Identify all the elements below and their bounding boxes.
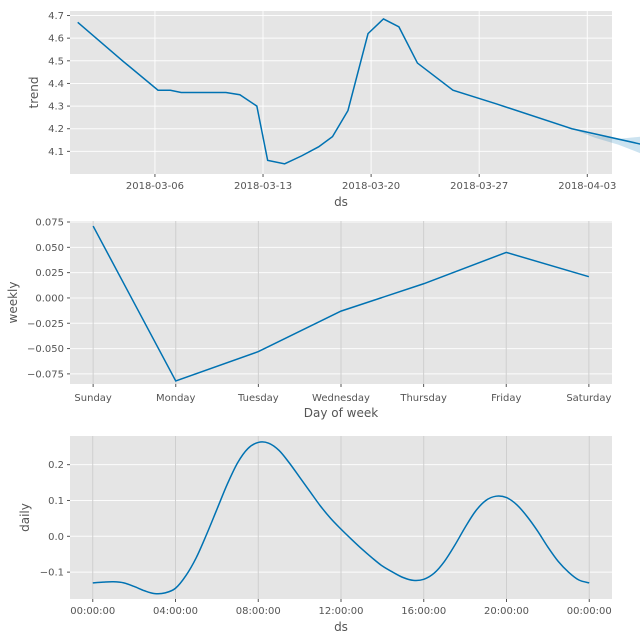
daily-y-tick-label: −0.1: [40, 568, 64, 579]
trend-x-tick-label: 2018-03-13: [234, 181, 292, 192]
daily-x-tick-label: 16:00:00: [401, 606, 446, 617]
trend-y-tick-label: 4.1: [48, 147, 64, 158]
daily-x-tick-label: 08:00:00: [236, 606, 281, 617]
trend-x-tick-label: 2018-03-27: [450, 181, 508, 192]
weekly-line: [92, 225, 590, 382]
weekly-x-tick-label: Wednesday: [312, 393, 370, 404]
trend-y-tick-label: 4.6: [48, 34, 64, 45]
weekly-y-tick-label: −0.050: [27, 344, 64, 355]
trend-panel: 4.1 4.2 4.3 4.4 4.5 4.6 4.7 2018-03-06 2018-03-1…: [27, 11, 640, 209]
daily-y-tick-label: 0.0: [48, 532, 64, 543]
weekly-x-tick-label: Thursday: [399, 393, 447, 404]
weekly-x-tick-label: Friday: [491, 393, 521, 404]
trend-x-tick-label: 2018-03-06: [126, 181, 184, 192]
trend-uncertainty-band: [571, 128, 640, 154]
weekly-y-tick-label: 0.050: [35, 243, 64, 254]
daily-y-tick-label: 0.1: [48, 496, 64, 507]
daily-x-axis-label: ds: [334, 620, 348, 634]
weekly-x-tick-label: Saturday: [566, 393, 611, 404]
daily-line: [92, 441, 590, 595]
trend-plot-area: [70, 11, 612, 174]
weekly-y-tick-label: 0.025: [35, 268, 64, 279]
weekly-y-tick-label: −0.075: [27, 369, 64, 380]
trend-x-axis-label: ds: [334, 195, 348, 209]
weekly-y-tick-label: −0.025: [27, 319, 64, 330]
daily-y-tick-label: 0.2: [48, 460, 64, 471]
daily-x-tick-label: 12:00:00: [319, 606, 364, 617]
daily-x-tick-label: 00:00:00: [567, 606, 612, 617]
trend-y-tick-label: 4.3: [48, 102, 64, 113]
weekly-y-tick-label: 0.000: [35, 293, 64, 304]
weekly-x-tick-label: Tuesday: [237, 393, 279, 404]
trend-y-tick-label: 4.5: [48, 56, 64, 67]
weekly-y-axis-label: weekly: [6, 282, 20, 324]
weekly-x-axis-label: Day of week: [304, 406, 378, 420]
trend-y-tick-label: 4.4: [48, 79, 64, 90]
weekly-y-tick-label: 0.075: [35, 218, 64, 229]
daily-x-tick-label: 04:00:00: [153, 606, 198, 617]
daily-x-tick-label: 00:00:00: [70, 606, 115, 617]
daily-y-axis-label: daily: [18, 503, 32, 532]
weekly-panel: 0.075 0.050 0.025 0.000 −0.025 −0.050 −0.075 Su…: [6, 218, 612, 420]
weekly-x-tick-label: Sunday: [74, 393, 111, 404]
daily-panel: 0.2 0.1 0.0 −0.1 00:00:00 04:00:00 08:00:00 12:…: [18, 436, 612, 634]
trend-y-axis-label: trend: [27, 77, 41, 109]
trend-y-tick-label: 4.2: [48, 124, 64, 135]
daily-x-tick-label: 20:00:00: [484, 606, 529, 617]
trend-x-tick-label: 2018-03-20: [342, 181, 400, 192]
trend-x-tick-label: 2018-04-03: [558, 181, 616, 192]
trend-line: [77, 18, 640, 165]
weekly-x-tick-label: Monday: [156, 393, 196, 404]
trend-y-tick-label: 4.7: [48, 11, 64, 22]
